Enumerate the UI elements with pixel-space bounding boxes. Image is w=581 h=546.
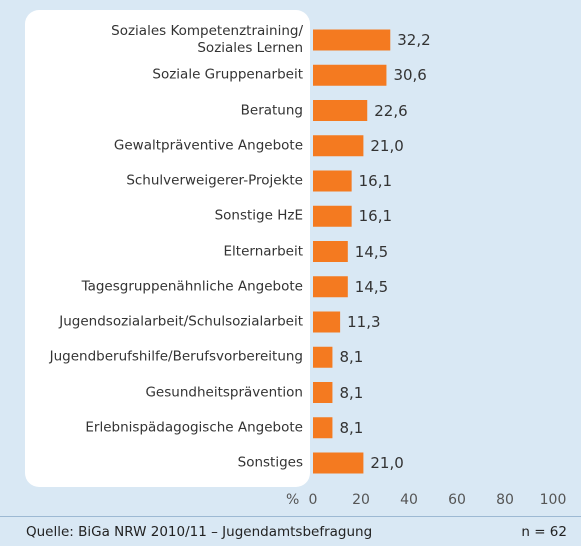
value-label: 14,5 <box>354 242 389 261</box>
value-label: 21,0 <box>370 454 404 472</box>
value-label: 11,3 <box>347 313 381 331</box>
x-tick-label: 80 <box>496 492 514 508</box>
x-tick-label: 40 <box>400 492 418 508</box>
x-tick-label: 20 <box>352 492 370 508</box>
category-label: Sonstige HzE <box>214 207 303 224</box>
bar <box>313 382 333 403</box>
x-tick-label: 100 <box>539 492 567 508</box>
bar <box>313 29 391 51</box>
note: n = 62 <box>521 524 567 540</box>
bar <box>313 64 387 86</box>
category-label: Beratung <box>240 102 303 118</box>
bar <box>313 311 341 333</box>
value-label: 16,1 <box>358 207 393 226</box>
bar <box>313 276 348 298</box>
bar <box>313 100 368 121</box>
category-label: Tagesgruppenähnliche Angebote <box>81 278 303 295</box>
value-label: 22,6 <box>374 101 408 120</box>
bar <box>313 452 364 474</box>
value-label: 21,0 <box>370 136 404 155</box>
value-label: 8,1 <box>339 348 364 367</box>
value-label: 30,6 <box>393 66 427 85</box>
category-label: Jugendberufshilfe/Berufsvorbereitung <box>49 348 303 365</box>
value-label: 8,1 <box>339 418 364 437</box>
separator <box>0 516 581 517</box>
x-tick-label: 60 <box>448 492 466 508</box>
value-label: 8,1 <box>339 383 364 402</box>
x-tick-label: 0 <box>308 492 318 508</box>
category-label: Erlebnispädagogische Angebote <box>85 419 303 436</box>
category-label: Soziale Gruppenarbeit <box>152 66 303 83</box>
category-label: Schulverweigerer-Projekte <box>126 172 303 189</box>
value-label: 32,2 <box>397 31 431 49</box>
bar <box>313 417 333 439</box>
category-label: Soziales Kompetenztraining/ Soziales Ler… <box>111 23 303 56</box>
label-panel <box>25 10 310 487</box>
category-label: Elternarbeit <box>223 243 304 259</box>
category-label: Gesundheitsprävention <box>145 384 303 400</box>
bar <box>313 241 348 262</box>
value-label: 16,1 <box>358 172 393 190</box>
bar <box>313 346 333 368</box>
category-label: Jugendsozialarbeit/Schulsozialarbeit <box>59 313 303 330</box>
x-axis-label: % <box>286 492 300 508</box>
category-label: Sonstiges <box>237 454 303 471</box>
bar <box>313 135 364 157</box>
value-label: 14,5 <box>354 277 389 296</box>
category-label: Gewaltpräventive Angebote <box>113 137 303 154</box>
bar <box>313 170 352 192</box>
source: Quelle: BiGa NRW 2010/11 – Jugendamtsbef… <box>26 524 373 540</box>
bar <box>313 205 352 227</box>
